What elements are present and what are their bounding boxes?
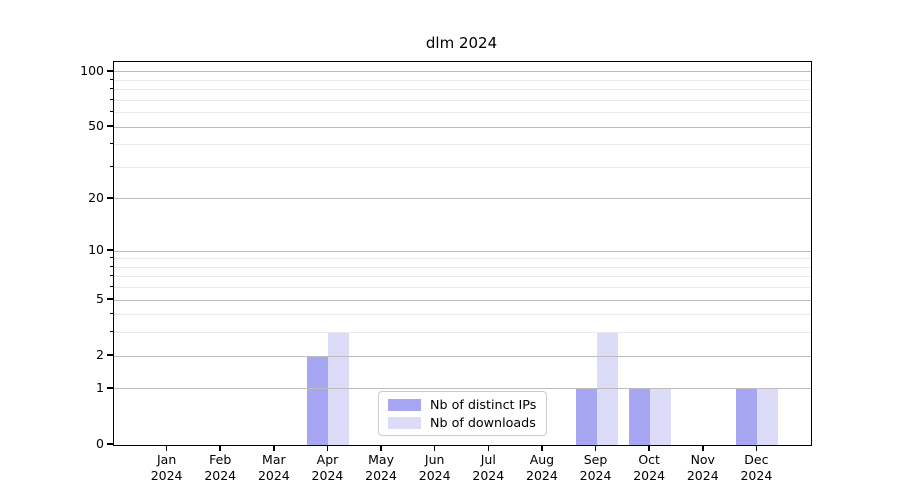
x-tick-label: Nov 2024 xyxy=(686,452,719,483)
legend-swatch-distinct-ips xyxy=(388,398,421,411)
y-tick-mark xyxy=(107,197,113,199)
gridline-minor xyxy=(114,112,811,114)
gridline-minor xyxy=(114,166,811,168)
y-tick-mark xyxy=(107,70,113,72)
gridline-minor xyxy=(114,144,811,146)
gridline-major xyxy=(114,355,811,357)
legend: Nb of distinct IPs Nb of downloads xyxy=(378,391,548,436)
gridline-minor xyxy=(114,99,811,101)
gridline-major xyxy=(114,198,811,200)
y-tick-mark xyxy=(107,249,113,251)
plot-area xyxy=(113,61,812,446)
gridline-minor xyxy=(114,79,811,81)
gridline-minor xyxy=(114,276,811,278)
x-tick-mark xyxy=(273,445,275,451)
x-tick-label: May 2024 xyxy=(365,452,397,483)
x-tick-mark xyxy=(541,445,543,451)
y-minor-tick-mark xyxy=(109,313,113,315)
y-minor-tick-mark xyxy=(109,98,113,100)
y-tick-mark xyxy=(107,298,113,300)
x-tick-mark xyxy=(594,445,597,451)
y-tick-mark xyxy=(107,125,113,127)
x-tick-label: Oct 2024 xyxy=(633,452,666,483)
x-tick-mark xyxy=(487,445,490,451)
y-minor-tick-mark xyxy=(109,286,113,288)
x-tick-mark xyxy=(326,445,329,451)
legend-swatch-downloads xyxy=(388,416,421,429)
y-minor-tick-mark xyxy=(109,110,113,113)
x-tick-label: Apr 2024 xyxy=(311,452,344,483)
bar-distinct-ips xyxy=(575,388,597,445)
gridline-major xyxy=(114,250,811,252)
y-tick-label: 10 xyxy=(88,242,104,258)
gridline-minor xyxy=(114,332,811,334)
x-tick-label: Jan 2024 xyxy=(150,452,183,483)
bar-distinct-ips xyxy=(736,388,758,445)
gridline-minor xyxy=(114,314,811,316)
chart-title: dlm 2024 xyxy=(425,34,498,52)
x-tick-mark xyxy=(648,445,650,451)
y-minor-tick-mark xyxy=(109,143,113,145)
y-tick-label: 50 xyxy=(88,118,104,134)
gridline-major xyxy=(114,71,811,73)
gridline-minor xyxy=(114,89,811,91)
y-minor-tick-mark xyxy=(109,88,113,90)
legend-item-distinct-ips: Nb of distinct IPs xyxy=(388,397,536,412)
x-tick-label: Aug 2024 xyxy=(526,452,558,483)
bar-downloads xyxy=(650,388,672,445)
y-tick-label: 5 xyxy=(96,291,104,307)
y-minor-tick-mark xyxy=(109,275,113,277)
x-tick-mark xyxy=(702,445,704,451)
x-tick-mark xyxy=(219,445,221,451)
gridline-minor xyxy=(114,287,811,289)
x-tick-label: Jun 2024 xyxy=(418,452,451,483)
bar-downloads xyxy=(757,388,779,445)
legend-item-downloads: Nb of downloads xyxy=(388,415,536,430)
y-minor-tick-mark xyxy=(109,257,113,259)
y-tick-label: 100 xyxy=(80,62,104,78)
x-tick-label: Jul 2024 xyxy=(472,452,505,483)
x-tick-mark xyxy=(755,445,758,451)
x-tick-label: Feb 2024 xyxy=(204,452,237,483)
y-minor-tick-mark xyxy=(109,331,113,333)
bar-distinct-ips xyxy=(307,356,329,445)
bar-distinct-ips xyxy=(629,388,651,445)
y-minor-tick-mark xyxy=(109,265,113,267)
gridline-major xyxy=(114,126,811,128)
gridline-major xyxy=(114,388,811,390)
gridline-minor xyxy=(114,258,811,260)
x-tick-mark xyxy=(380,445,382,451)
gridline-minor xyxy=(114,266,811,268)
y-tick-label: 0 xyxy=(96,436,104,451)
gridline-major xyxy=(114,299,811,301)
y-tick-mark xyxy=(107,354,113,356)
y-tick-mark xyxy=(107,387,113,389)
y-minor-tick-mark xyxy=(109,165,113,167)
y-tick-mark xyxy=(107,443,113,445)
x-tick-mark xyxy=(165,445,168,451)
legend-label-distinct-ips: Nb of distinct IPs xyxy=(430,397,537,412)
y-tick-label: 2 xyxy=(96,347,104,363)
x-tick-label: Sep 2024 xyxy=(579,452,612,483)
x-tick-mark xyxy=(433,445,436,451)
legend-label-downloads: Nb of downloads xyxy=(430,415,536,430)
y-tick-label: 20 xyxy=(88,189,104,205)
x-tick-label: Mar 2024 xyxy=(257,452,290,483)
y-tick-label: 1 xyxy=(96,379,104,395)
x-tick-label: Dec 2024 xyxy=(740,452,773,483)
y-minor-tick-mark xyxy=(109,78,113,80)
